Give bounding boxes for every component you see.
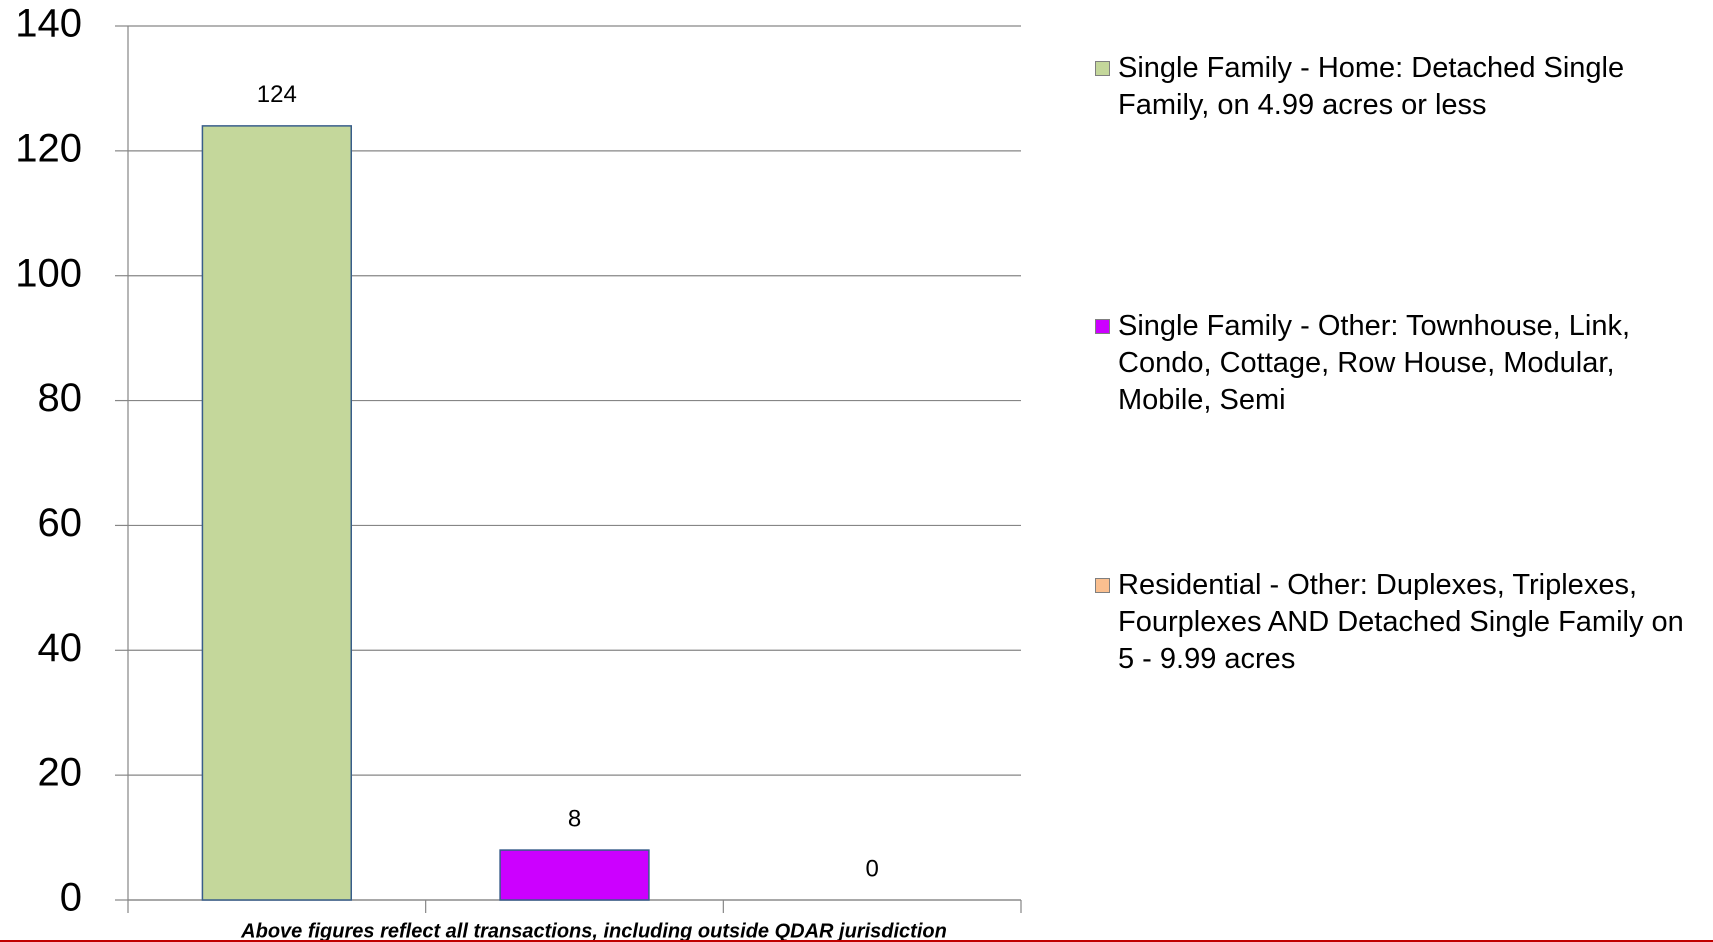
y-tick-label: 40 <box>38 626 83 670</box>
y-tick-label: 60 <box>38 501 83 545</box>
bar <box>499 849 650 901</box>
y-tick-label: 140 <box>15 2 82 46</box>
y-tick-label: 120 <box>15 126 82 170</box>
x-axis-title: Above figures reflect all transactions, … <box>240 920 947 942</box>
y-tick-label: 20 <box>38 751 83 795</box>
y-tick-label: 0 <box>60 876 82 920</box>
bar <box>201 125 352 901</box>
value-label: 8 <box>568 805 581 832</box>
legend-swatch <box>1095 578 1110 593</box>
legend-item: Single Family - Home: Detached Single Fa… <box>1095 50 1695 124</box>
value-label: 124 <box>257 81 297 108</box>
y-tick-label: 100 <box>15 251 82 295</box>
legend-item: Single Family - Other: Townhouse, Link, … <box>1095 308 1695 419</box>
legend-swatch <box>1095 61 1110 76</box>
legend-item: Residential - Other: Duplexes, Triplexes… <box>1095 567 1695 678</box>
legend-label: Residential - Other: Duplexes, Triplexes… <box>1118 569 1684 675</box>
legend-label: Single Family - Home: Detached Single Fa… <box>1118 52 1625 121</box>
legend-swatch <box>1095 319 1110 334</box>
legend-label: Single Family - Other: Townhouse, Link, … <box>1118 310 1631 416</box>
y-tick-label: 80 <box>38 376 83 420</box>
value-label: 0 <box>865 855 878 882</box>
